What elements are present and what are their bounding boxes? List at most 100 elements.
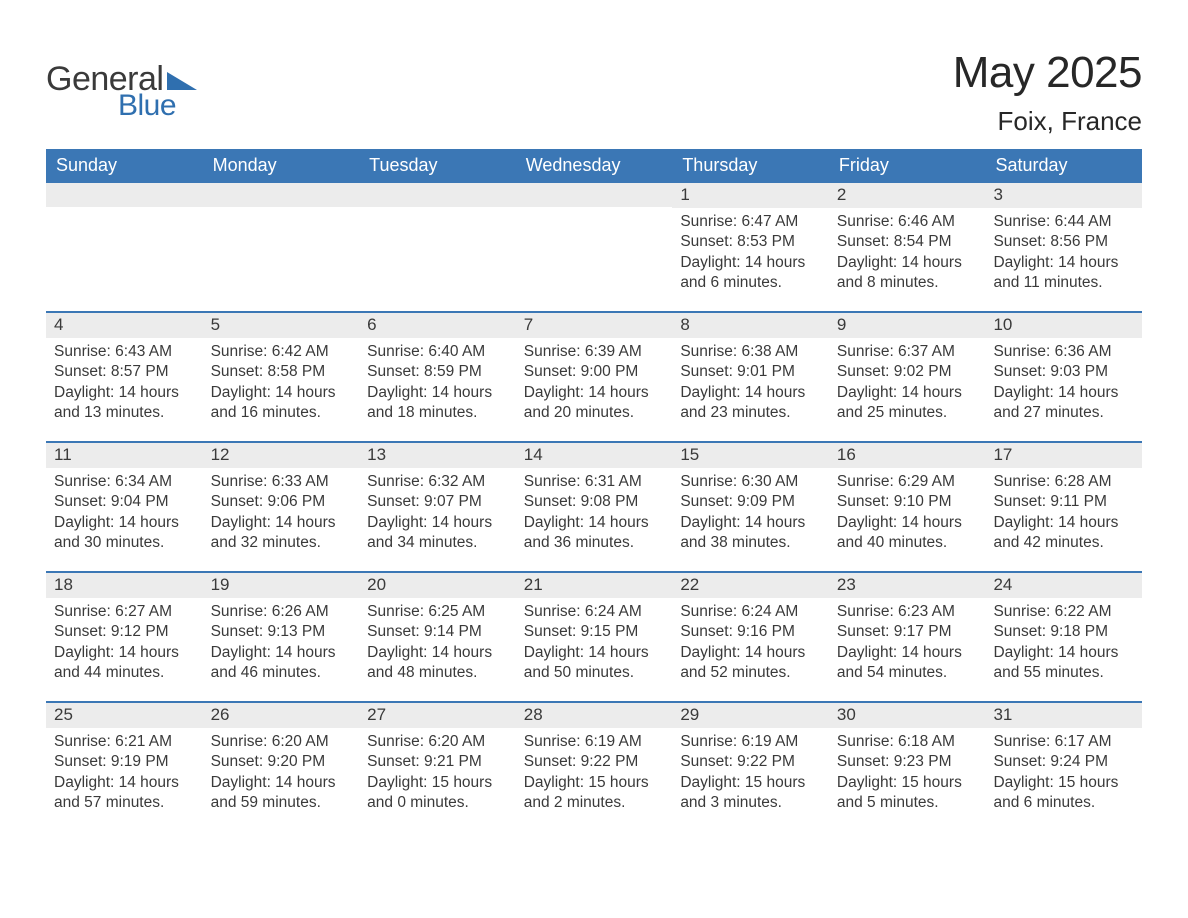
day-cell [359,183,516,311]
day-details: Sunrise: 6:34 AMSunset: 9:04 PMDaylight:… [46,468,203,560]
daylight-line1: Daylight: 14 hours [367,643,508,663]
day-number: 20 [359,573,516,598]
day-cell: 19Sunrise: 6:26 AMSunset: 9:13 PMDayligh… [203,573,360,701]
day-details: Sunrise: 6:33 AMSunset: 9:06 PMDaylight:… [203,468,360,560]
day-cell: 30Sunrise: 6:18 AMSunset: 9:23 PMDayligh… [829,703,986,831]
day-details: Sunrise: 6:42 AMSunset: 8:58 PMDaylight:… [203,338,360,430]
day-number: 12 [203,443,360,468]
day-number: 1 [672,183,829,208]
day-cell: 13Sunrise: 6:32 AMSunset: 9:07 PMDayligh… [359,443,516,571]
sunset-text: Sunset: 9:01 PM [680,362,821,382]
sunrise-text: Sunrise: 6:17 AM [993,732,1134,752]
day-number: 10 [985,313,1142,338]
day-cell: 10Sunrise: 6:36 AMSunset: 9:03 PMDayligh… [985,313,1142,441]
day-details: Sunrise: 6:24 AMSunset: 9:15 PMDaylight:… [516,598,673,690]
day-cell: 14Sunrise: 6:31 AMSunset: 9:08 PMDayligh… [516,443,673,571]
day-details: Sunrise: 6:38 AMSunset: 9:01 PMDaylight:… [672,338,829,430]
sunset-text: Sunset: 9:18 PM [993,622,1134,642]
daylight-line1: Daylight: 14 hours [837,253,978,273]
sunset-text: Sunset: 9:11 PM [993,492,1134,512]
day-details: Sunrise: 6:46 AMSunset: 8:54 PMDaylight:… [829,208,986,300]
day-number: 28 [516,703,673,728]
day-cell: 3Sunrise: 6:44 AMSunset: 8:56 PMDaylight… [985,183,1142,311]
daylight-line2: and 2 minutes. [524,793,665,813]
day-cell: 8Sunrise: 6:38 AMSunset: 9:01 PMDaylight… [672,313,829,441]
week-row: 18Sunrise: 6:27 AMSunset: 9:12 PMDayligh… [46,571,1142,701]
sunset-text: Sunset: 9:02 PM [837,362,978,382]
daylight-line2: and 23 minutes. [680,403,821,423]
sunset-text: Sunset: 9:19 PM [54,752,195,772]
day-details: Sunrise: 6:37 AMSunset: 9:02 PMDaylight:… [829,338,986,430]
day-cell: 18Sunrise: 6:27 AMSunset: 9:12 PMDayligh… [46,573,203,701]
day-number: 4 [46,313,203,338]
daylight-line1: Daylight: 14 hours [993,513,1134,533]
day-cell: 9Sunrise: 6:37 AMSunset: 9:02 PMDaylight… [829,313,986,441]
daylight-line1: Daylight: 14 hours [837,513,978,533]
week-row: 11Sunrise: 6:34 AMSunset: 9:04 PMDayligh… [46,441,1142,571]
daylight-line2: and 50 minutes. [524,663,665,683]
sunset-text: Sunset: 8:57 PM [54,362,195,382]
sunrise-text: Sunrise: 6:19 AM [524,732,665,752]
sunset-text: Sunset: 9:09 PM [680,492,821,512]
week-row: 25Sunrise: 6:21 AMSunset: 9:19 PMDayligh… [46,701,1142,831]
day-number [46,183,203,207]
sunrise-text: Sunrise: 6:34 AM [54,472,195,492]
sunrise-text: Sunrise: 6:37 AM [837,342,978,362]
sunrise-text: Sunrise: 6:32 AM [367,472,508,492]
day-cell: 24Sunrise: 6:22 AMSunset: 9:18 PMDayligh… [985,573,1142,701]
day-details: Sunrise: 6:18 AMSunset: 9:23 PMDaylight:… [829,728,986,820]
sunset-text: Sunset: 9:04 PM [54,492,195,512]
daylight-line2: and 32 minutes. [211,533,352,553]
daylight-line2: and 25 minutes. [837,403,978,423]
day-number: 5 [203,313,360,338]
daylight-line1: Daylight: 15 hours [680,773,821,793]
daylight-line2: and 3 minutes. [680,793,821,813]
day-cell: 12Sunrise: 6:33 AMSunset: 9:06 PMDayligh… [203,443,360,571]
day-number [203,183,360,207]
daylight-line1: Daylight: 14 hours [680,253,821,273]
sunrise-text: Sunrise: 6:18 AM [837,732,978,752]
day-cell: 2Sunrise: 6:46 AMSunset: 8:54 PMDaylight… [829,183,986,311]
daylight-line1: Daylight: 14 hours [211,513,352,533]
daylight-line1: Daylight: 14 hours [524,513,665,533]
day-details: Sunrise: 6:24 AMSunset: 9:16 PMDaylight:… [672,598,829,690]
sunset-text: Sunset: 8:59 PM [367,362,508,382]
daylight-line2: and 55 minutes. [993,663,1134,683]
weekday: Wednesday [516,149,673,183]
sunset-text: Sunset: 9:20 PM [211,752,352,772]
sunrise-text: Sunrise: 6:21 AM [54,732,195,752]
day-details: Sunrise: 6:23 AMSunset: 9:17 PMDaylight:… [829,598,986,690]
sunrise-text: Sunrise: 6:27 AM [54,602,195,622]
day-number: 31 [985,703,1142,728]
day-cell: 6Sunrise: 6:40 AMSunset: 8:59 PMDaylight… [359,313,516,441]
daylight-line1: Daylight: 14 hours [524,643,665,663]
page-title: May 2025 [953,48,1142,98]
day-number: 11 [46,443,203,468]
daylight-line2: and 30 minutes. [54,533,195,553]
logo: General Blue [46,60,197,123]
day-cell: 25Sunrise: 6:21 AMSunset: 9:19 PMDayligh… [46,703,203,831]
day-number: 25 [46,703,203,728]
weekday: Saturday [985,149,1142,183]
day-number: 9 [829,313,986,338]
day-details: Sunrise: 6:21 AMSunset: 9:19 PMDaylight:… [46,728,203,820]
day-number: 6 [359,313,516,338]
daylight-line1: Daylight: 14 hours [680,383,821,403]
day-details: Sunrise: 6:43 AMSunset: 8:57 PMDaylight:… [46,338,203,430]
daylight-line1: Daylight: 14 hours [367,513,508,533]
day-number: 24 [985,573,1142,598]
sunset-text: Sunset: 9:21 PM [367,752,508,772]
sunset-text: Sunset: 8:58 PM [211,362,352,382]
daylight-line2: and 8 minutes. [837,273,978,293]
daylight-line1: Daylight: 15 hours [524,773,665,793]
day-details: Sunrise: 6:20 AMSunset: 9:21 PMDaylight:… [359,728,516,820]
day-number: 14 [516,443,673,468]
daylight-line2: and 13 minutes. [54,403,195,423]
daylight-line2: and 52 minutes. [680,663,821,683]
sunrise-text: Sunrise: 6:44 AM [993,212,1134,232]
sunset-text: Sunset: 9:22 PM [524,752,665,772]
weeks-container: 1Sunrise: 6:47 AMSunset: 8:53 PMDaylight… [46,183,1142,831]
sunrise-text: Sunrise: 6:28 AM [993,472,1134,492]
day-number: 16 [829,443,986,468]
sunset-text: Sunset: 9:13 PM [211,622,352,642]
